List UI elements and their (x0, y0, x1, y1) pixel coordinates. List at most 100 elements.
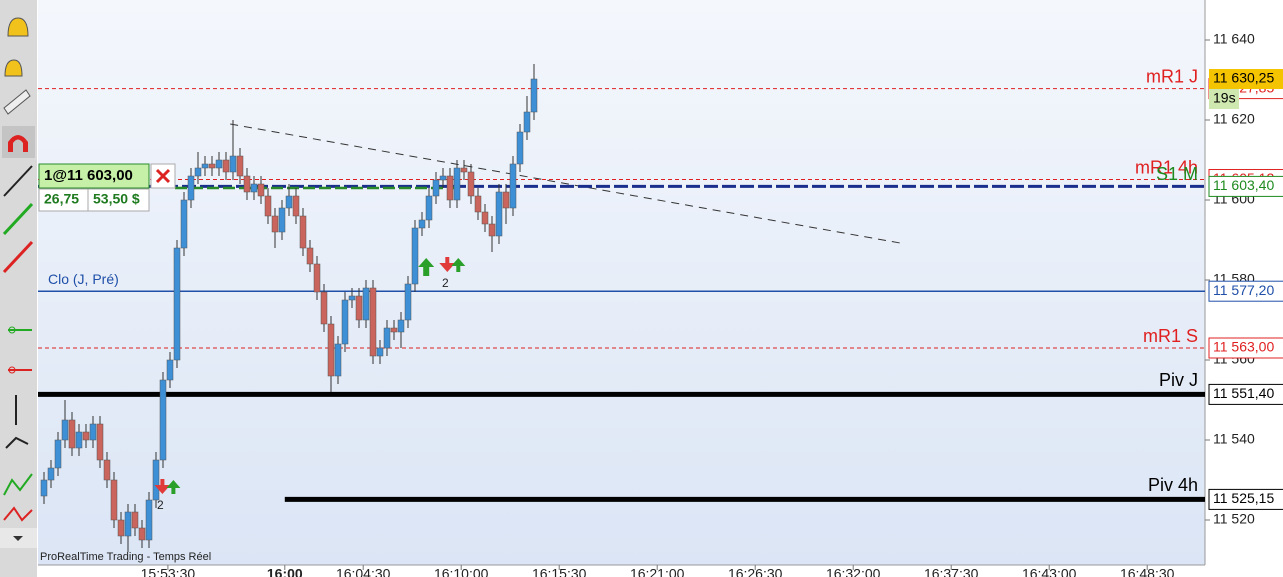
x-tick-label: 16:37:30 (924, 566, 979, 577)
candle-body (397, 319, 405, 333)
y-tick-label: 11 520 (1213, 511, 1255, 527)
magnet-bg (2, 126, 35, 158)
pnl-box (38, 188, 150, 212)
buy-arrow (451, 258, 466, 272)
candle-body (383, 327, 391, 349)
candle-body (208, 163, 216, 169)
candle-body (54, 439, 62, 469)
candle-body (474, 195, 482, 213)
x-tick-label: 16:26:30 (728, 566, 783, 577)
x-tick-label: 15:53:30 (141, 566, 196, 577)
y-tick-label: 11 640 (1213, 31, 1255, 47)
buy-arrow (166, 480, 181, 494)
candle-body (138, 527, 146, 541)
candle-body (89, 423, 97, 441)
last-price-label: 11 630,25 (1213, 70, 1274, 86)
candle-body (82, 431, 90, 441)
order-box (38, 163, 150, 189)
order-widget: 1@11 603,00 26,75 53,50 $ (38, 163, 176, 212)
y-tick-label: 11 620 (1213, 111, 1255, 127)
candle-body (334, 343, 342, 377)
price-box (1208, 488, 1283, 510)
level-name: mR1 S (1143, 326, 1198, 346)
candle-body (432, 179, 440, 197)
pnl-points: 26,75 (44, 191, 79, 207)
candle-body (516, 131, 524, 165)
level-name: Clo (J, Pré) (48, 271, 119, 287)
candle-body (40, 479, 48, 497)
candle-body (271, 215, 279, 233)
fib-tool[interactable] (3, 473, 33, 496)
level-name: mR1 4h (1135, 157, 1198, 177)
candle-body (215, 159, 223, 169)
candle-body (355, 295, 363, 321)
price-box (1208, 280, 1283, 302)
alert-icon[interactable] (7, 17, 29, 37)
candle-body (173, 247, 181, 361)
candle-body (131, 511, 139, 529)
candle-body (320, 291, 328, 325)
last-price-box (1209, 69, 1283, 89)
candle-body (285, 195, 293, 209)
candle-body (187, 175, 195, 201)
candle-body (180, 199, 188, 249)
line-tool[interactable] (2, 202, 34, 236)
candle-body (152, 459, 160, 501)
candle-body (229, 155, 237, 173)
signal-count: 2 (442, 276, 449, 290)
candle-body (278, 207, 286, 233)
level-name: mR1 J (1146, 66, 1198, 86)
candle-body (292, 195, 300, 217)
toolbar (0, 0, 37, 577)
path-tool[interactable] (5, 436, 29, 449)
candle-body (362, 287, 370, 321)
candle-body (411, 227, 419, 285)
candle-body (523, 111, 531, 133)
x-tick-label: 16:21:00 (630, 566, 685, 577)
cancel-icon (155, 168, 171, 184)
level-name: S1 M (1156, 164, 1198, 184)
candle-body (488, 223, 496, 237)
candle-body (460, 167, 468, 173)
candle-body (117, 519, 125, 537)
candle-body (306, 247, 314, 265)
candle-body (236, 155, 244, 177)
level-name: Piv 4h (1148, 475, 1198, 495)
candle-body (446, 175, 454, 201)
candle-body (103, 459, 111, 481)
candle-body (313, 263, 321, 293)
plot-area (38, 0, 1205, 565)
hline-tool-dot (8, 366, 16, 374)
candle-body (250, 183, 258, 193)
candle-body (348, 295, 356, 301)
price-box-label: 11 551,40 (1213, 385, 1274, 401)
price-box (1208, 383, 1283, 405)
pnl-cash: 53,50 $ (93, 191, 140, 207)
candle-body (404, 283, 412, 321)
candle-body (68, 419, 76, 449)
candle-body (166, 359, 174, 381)
candle-body (124, 511, 132, 537)
line-tool[interactable] (2, 240, 34, 274)
alert-list-icon[interactable] (4, 59, 23, 77)
candle-body (222, 159, 230, 173)
fib-tool[interactable] (3, 506, 33, 522)
candle-body (390, 327, 398, 333)
magnet-icon[interactable] (8, 135, 28, 152)
candle-body (75, 431, 83, 449)
ruler-icon[interactable] (3, 89, 31, 115)
candle-body (145, 499, 153, 541)
line-tool[interactable] (3, 165, 33, 197)
candle-body (47, 467, 55, 481)
candle-body (194, 167, 202, 177)
price-box-label: 11 577,20 (1213, 282, 1274, 298)
candle-body (376, 347, 384, 357)
price-box (1208, 337, 1283, 359)
candle-body (509, 163, 517, 209)
candle-body (425, 195, 433, 221)
x-tick-label: 16:15:30 (532, 566, 587, 577)
candle-body (495, 191, 503, 237)
candle-body (369, 287, 377, 357)
